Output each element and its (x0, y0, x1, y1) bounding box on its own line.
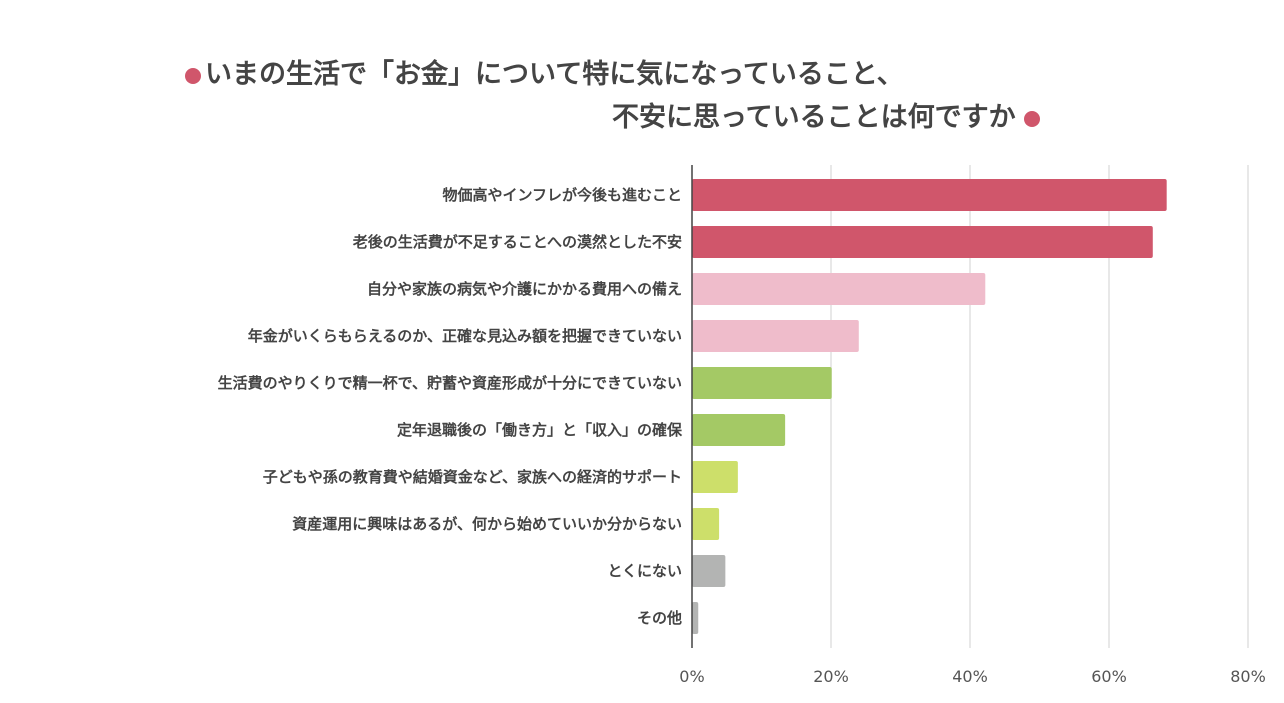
title-text-1: いまの生活で「お金」について特に気になっていること、 (205, 59, 904, 90)
bar (692, 179, 1167, 211)
x-tick-label: 80% (1230, 667, 1266, 686)
category-label: 年金がいくらもらえるのか、正確な見込み額を把握できていない (248, 327, 682, 345)
category-label: 資産運用に興味はあるが、何から始めていいか分からない (292, 515, 682, 533)
bar (692, 273, 986, 305)
bar (692, 602, 699, 634)
x-tick-label: 20% (813, 667, 849, 686)
category-label: 自分や家族の病気や介護にかかる費用への備え (367, 280, 682, 298)
category-label: 生活費のやりくりで精一杯で、貯蓄や資産形成が十分にできていない (218, 374, 682, 392)
title-text-2: 不安に思っていることは何ですか (612, 102, 1016, 133)
bar (692, 508, 720, 540)
category-label: とくにない (607, 562, 682, 580)
title-dot-icon (1023, 110, 1040, 127)
category-label: 定年退職後の「働き方」と「収入」の確保 (397, 421, 683, 439)
category-label: 物価高やインフレが今後も進むこと (442, 186, 682, 204)
bar (692, 555, 726, 587)
title-dot-icon (185, 67, 201, 84)
bar (692, 320, 859, 352)
x-tick-label: 40% (952, 667, 988, 686)
x-tick-label: 60% (1091, 667, 1127, 686)
x-tick-label: 0% (679, 667, 704, 686)
bar (692, 461, 738, 493)
category-label: 子どもや孫の教育費や結婚資金など、家族への経済的サポート (263, 468, 682, 486)
category-label: 老後の生活費が不足することへの漠然とした不安 (352, 233, 682, 251)
category-label: その他 (637, 609, 682, 627)
chart-title-line-2: 不安に思っていることは何ですか (612, 95, 1040, 134)
bar (692, 414, 786, 446)
chart-title-line-1: いまの生活で「お金」について特に気になっていること、 (185, 52, 904, 91)
bar (692, 226, 1153, 258)
bar (692, 367, 832, 399)
